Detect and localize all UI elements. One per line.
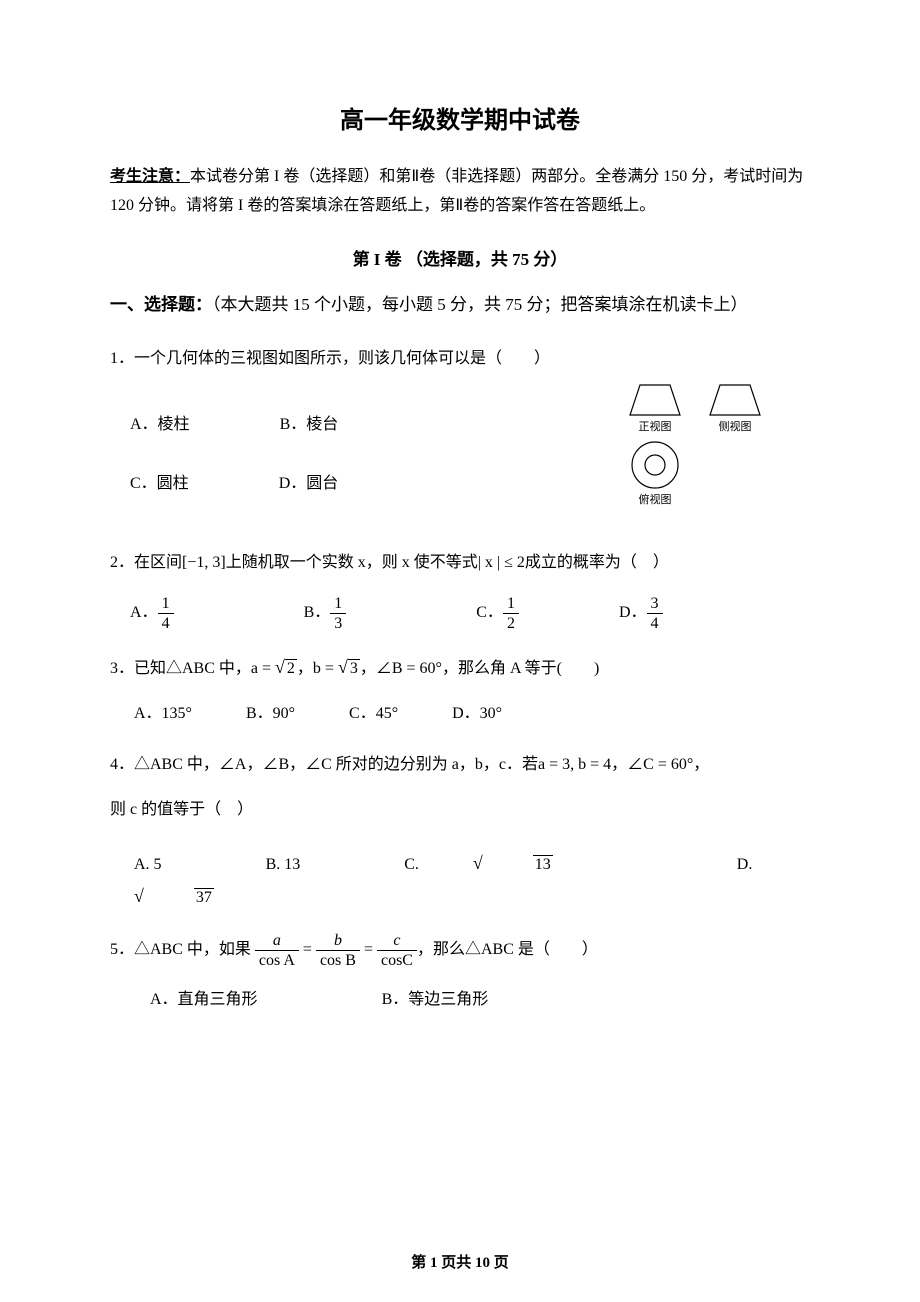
- q5-opt-a: A．直角三角形: [150, 991, 258, 1008]
- label-side-view: 侧视图: [719, 419, 752, 433]
- exam-title: 高一年级数学期中试卷: [110, 100, 810, 135]
- q3-opt-b: B．90°: [246, 705, 295, 722]
- q2-options: A． 14 B． 13 C． 12 D． 34: [130, 594, 810, 633]
- sqrt-icon: √13: [473, 847, 603, 880]
- section-1-header: 第 I 卷 （选择题，共 75 分）: [110, 245, 810, 270]
- question-1: 1．一个几何体的三视图如图所示，则该几何体可以是（ ） A．棱柱 B．棱台 C．…: [110, 345, 810, 499]
- question-4: 4．△ABC 中，∠A，∠B，∠C 所对的边分别为 a，b，c．若a = 3, …: [110, 747, 810, 913]
- q1-stem: 1．一个几何体的三视图如图所示，则该几何体可以是（ ）: [110, 345, 810, 374]
- q2-opt-b: B． 13: [304, 594, 347, 633]
- q3-opt-d: D．30°: [452, 705, 502, 722]
- sqrt-icon: √3: [338, 651, 360, 684]
- q3-opt-a: A．135°: [134, 705, 192, 722]
- q2-opt-a: A． 14: [130, 594, 174, 633]
- instructions-body: 本试卷分第 I 卷（选择题）和第Ⅱ卷（非选择题）两部分。全卷满分 150 分，考…: [110, 168, 803, 214]
- q4-stem: 4．△ABC 中，∠A，∠B，∠C 所对的边分别为 a，b，c．若a = 3, …: [110, 747, 810, 827]
- q1-three-views-diagram: 正视图 侧视图 俯视图: [620, 375, 790, 526]
- q2-stem: 2．在区间[−1, 3]上随机取一个实数 x，则 x 使不等式| x | ≤ 2…: [110, 549, 810, 578]
- q4-opt-b: B. 13: [266, 856, 301, 873]
- label-front-view: 正视图: [639, 419, 672, 433]
- part-label: 一、选择题：: [110, 295, 212, 314]
- exam-instructions: 考生注意：本试卷分第 I 卷（选择题）和第Ⅱ卷（非选择题）两部分。全卷满分 15…: [110, 163, 810, 221]
- sqrt-icon: √37: [134, 880, 264, 913]
- q1-opt-d: D．圆台: [279, 470, 339, 499]
- q2-opt-d: D． 34: [619, 594, 663, 633]
- q1-opt-a: A．棱柱: [130, 411, 190, 440]
- q5-stem: 5．△ABC 中，如果 acos A = bcos B = ccosC ，那么△…: [110, 931, 810, 970]
- page-footer: 第 1 页共 10 页: [0, 1251, 920, 1272]
- part-1-header: 一、选择题：（本大题共 15 个小题，每小题 5 分，共 75 分；把答案填涂在…: [110, 290, 810, 315]
- label-top-view: 俯视图: [639, 492, 672, 506]
- q5-opt-b: B．等边三角形: [382, 991, 489, 1008]
- question-2: 2．在区间[−1, 3]上随机取一个实数 x，则 x 使不等式| x | ≤ 2…: [110, 549, 810, 633]
- q4-opt-c: C. √13: [404, 856, 657, 873]
- sqrt-icon: √2: [275, 651, 297, 684]
- q1-opt-b: B．棱台: [280, 411, 339, 440]
- part-desc: （本大题共 15 个小题，每小题 5 分，共 75 分；把答案填涂在机读卡上）: [212, 295, 748, 314]
- question-5: 5．△ABC 中，如果 acos A = bcos B = ccosC ，那么△…: [110, 931, 810, 1015]
- q4-options: A. 5 B. 13 C. √13 D. √37: [134, 847, 810, 913]
- q5-options: A．直角三角形 B．等边三角形: [150, 986, 810, 1015]
- q3-stem: 3．已知△ABC 中，a = √2，b = √3，∠B = 60°，那么角 A …: [110, 651, 810, 684]
- q1-opt-c: C．圆柱: [130, 470, 189, 499]
- instructions-prefix: 考生注意：: [110, 168, 190, 185]
- q3-options: A．135° B．90° C．45° D．30°: [134, 700, 810, 729]
- q4-opt-a: A. 5: [134, 856, 162, 873]
- q3-opt-c: C．45°: [349, 705, 398, 722]
- question-3: 3．已知△ABC 中，a = √2，b = √3，∠B = 60°，那么角 A …: [110, 651, 810, 729]
- q2-opt-c: C． 12: [476, 594, 519, 633]
